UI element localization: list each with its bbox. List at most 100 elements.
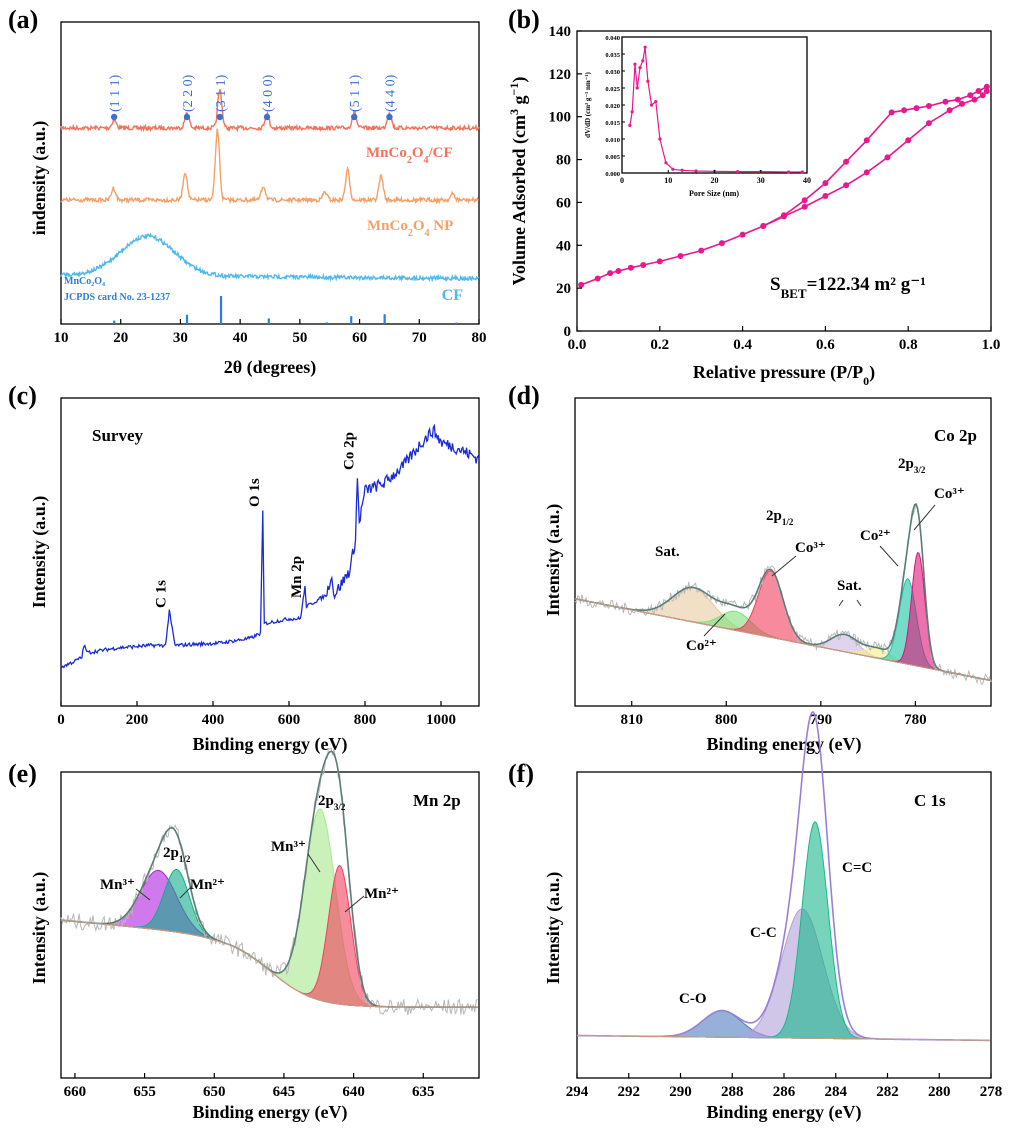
panel-b-ylabel: Volume Adsorbed (cm3 g−1): [507, 77, 530, 286]
panel-c-plot: [60, 423, 480, 669]
inset-xlabel: Pore Size (nm): [689, 189, 739, 198]
panel-d-title: Co 2p: [934, 426, 977, 445]
inset-x-label: 40: [803, 176, 811, 185]
x-tick-label: 292: [618, 1084, 641, 1100]
hkl-label: (5 1 1): [348, 74, 363, 112]
x-tick-label: 800: [354, 712, 377, 728]
inset-y-label: 0.025: [605, 86, 620, 93]
panel-c-ylabel: Intensity (a.u.): [29, 496, 50, 609]
inset-y-label: 0.000: [605, 171, 620, 178]
e-label-mn3-b: Mn³⁺: [271, 839, 306, 855]
inset-x-label: 30: [757, 176, 765, 185]
desorption-point: [888, 109, 895, 116]
x-tick-label: 30: [173, 330, 188, 346]
adsorption-point: [739, 231, 746, 238]
hkl-marker: [183, 113, 191, 121]
adsorption-point: [718, 240, 725, 247]
adsorption-point: [983, 88, 990, 94]
panel-a: (a) (1 1 1) (2 2 0) (3 1 1) (4 0 0) (5 1 1)(…: [8, 5, 487, 378]
y-tick-label: 40: [556, 238, 571, 254]
desorption-point: [954, 96, 961, 103]
desorption-point: [781, 212, 787, 219]
panel-e-label: (e): [8, 759, 37, 788]
hkl-label: (3 1 1): [214, 74, 229, 112]
panel-e-xlabel: Binding energy (eV): [193, 1102, 348, 1123]
inset-ylabel: dV/dD (cm³ g⁻¹ nm⁻¹): [584, 72, 592, 138]
reference-label-card: JCPDS card No. 23-1237: [64, 292, 170, 303]
e-arrow-mn3-b: [307, 853, 321, 873]
inset-x-label: 10: [664, 176, 672, 185]
xrd-line-0: [60, 89, 480, 133]
y-tick-label: 80: [556, 153, 571, 169]
panel-d-xticks: 810 800 790 780: [620, 701, 927, 728]
hkl-marker: [263, 113, 271, 121]
adsorption-point: [971, 96, 978, 103]
xrd-line-2: [60, 232, 480, 283]
inset-point: [671, 167, 675, 171]
inset-point: [643, 45, 647, 49]
inset-point: [630, 110, 634, 114]
f-label-cc: C-C: [750, 925, 777, 941]
panel-f-title: C 1s: [914, 791, 946, 810]
panel-f-plot: [576, 710, 990, 1042]
inset-point: [786, 170, 791, 174]
adsorption-point: [640, 262, 647, 268]
inset-point: [694, 169, 698, 173]
inset-point: [638, 66, 642, 70]
y-tick-label: 20: [556, 281, 571, 297]
inset-point: [800, 170, 804, 174]
x-tick-label: 200: [126, 712, 149, 728]
panel-d-label: (d): [508, 381, 540, 410]
panel-a-frame: [60, 21, 480, 325]
d-label-co3-b: Co³⁺: [934, 486, 965, 502]
x-tick-label: 20: [113, 330, 128, 346]
x-tick-label: 284: [825, 1084, 848, 1100]
panel-b: (b) 0.0 0.2 0.4 0.6 0.8 1.0 02040608010012014…: [507, 5, 1000, 388]
inset-y-label: 0.005: [605, 154, 620, 161]
bet-annotation: SBET=122.34 m² g⁻¹: [770, 274, 926, 301]
d-arrow-co2-a: [703, 613, 726, 637]
d-arrow-co3-a: [771, 555, 797, 577]
panel-a-plot: (1 1 1) (2 2 0) (3 1 1) (4 0 0) (5 1 1) (4 4 …: [60, 74, 480, 324]
e-label-2p12: 2p1/2: [163, 845, 191, 864]
d-label-2p12: 2p1/2: [766, 508, 794, 527]
panel-d-ylabel: Intensity (a.u.): [543, 504, 564, 617]
x-tick-label: 288: [721, 1084, 744, 1100]
adsorption-point: [578, 281, 585, 288]
hkl-marker: [386, 113, 393, 121]
desorption-point: [975, 88, 982, 94]
x-tick-label: 290: [669, 1084, 692, 1100]
x-tick-label: 0: [57, 712, 65, 728]
survey-peak-label: C 1s: [153, 580, 169, 608]
hkl-label: (1 1 1): [108, 74, 123, 112]
x-tick-label: 280: [928, 1084, 951, 1100]
desorption-point: [967, 92, 974, 99]
hkl-label: (4 0 0): [261, 74, 276, 112]
adsorption-point: [843, 182, 850, 189]
e-label-mn2-a: Mn²⁺: [190, 877, 225, 893]
reference-label-formula: MnCo₂O₄: [64, 276, 105, 287]
envelope-line: [574, 503, 992, 682]
hkl-marker: [110, 113, 118, 121]
panel-f-ylabel: Intensity (a.u.): [543, 872, 564, 985]
hkl-label: (4 4 0): [383, 74, 398, 112]
inset-y-label: 0.035: [605, 52, 620, 59]
panel-a-ylabel: indensity (a.u.): [29, 121, 50, 236]
adsorption-point: [905, 137, 912, 144]
adsorption-point: [594, 275, 601, 282]
x-tick-label: 278: [980, 1084, 1003, 1100]
panel-b-frame: [576, 30, 992, 332]
panel-b-label: (b): [508, 5, 540, 34]
hkl-marker: [216, 113, 224, 121]
inset-line: [629, 47, 803, 173]
panel-d-xlabel: Binding energy (eV): [707, 734, 862, 755]
inset-y-label: 0.030: [605, 69, 620, 76]
x-tick-label: 655: [133, 1084, 156, 1100]
desorption-point: [760, 223, 767, 229]
adsorption-point: [946, 107, 953, 114]
adsorption-point: [801, 203, 808, 210]
desorption-point: [822, 180, 829, 187]
f-label-ceqc: C=C: [842, 860, 872, 876]
panel-a-label: (a): [8, 5, 38, 34]
